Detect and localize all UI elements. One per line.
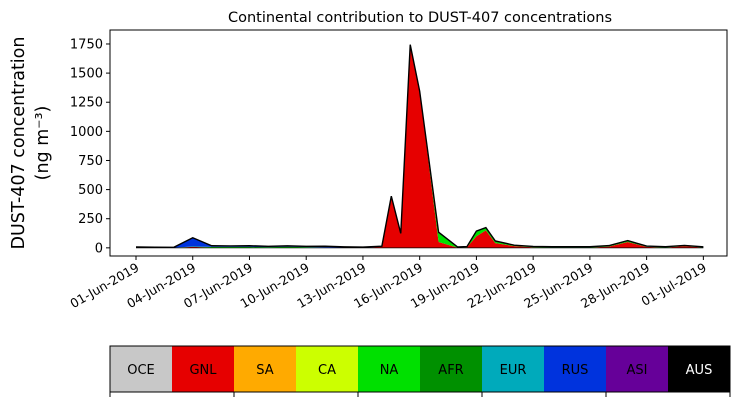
legend-swatch-sa	[234, 346, 297, 392]
legend: OCE GNL SA CA NA AFR EUR RUS ASI AUS	[109, 345, 731, 397]
y-tick-label: 250	[78, 212, 103, 227]
legend-swatch-gnl	[172, 346, 235, 392]
legend-label-rus: RUS	[562, 363, 589, 378]
legend-label-na: NA	[380, 363, 399, 378]
legend-swatch-eur	[482, 346, 545, 392]
legend-swatch-asi	[606, 346, 669, 392]
plot-frame	[109, 29, 728, 257]
total-outline	[135, 44, 704, 248]
legend-label-afr: AFR	[438, 363, 463, 378]
legend-swatch-aus	[668, 346, 731, 392]
legend-swatch-afr	[420, 346, 483, 392]
legend-swatch-rus	[544, 346, 607, 392]
legend-label-sa: SA	[256, 363, 273, 378]
legend-label-gnl: GNL	[189, 363, 217, 378]
y-tick-label: 500	[78, 183, 103, 198]
chart-title: Continental contribution to DUST-407 con…	[228, 10, 612, 26]
area-gnl	[136, 45, 704, 248]
y-axis-label-line2: (ng m⁻³)	[33, 106, 53, 181]
legend-swatch-ca	[296, 346, 359, 392]
y-tick-label: 1500	[70, 67, 103, 82]
y-tick-label: 1000	[70, 125, 103, 140]
legend-label-asi: ASI	[627, 363, 648, 378]
y-tick-label: 0	[95, 241, 103, 256]
legend-label-ca: CA	[318, 363, 336, 378]
legend-frame	[109, 345, 731, 393]
legend-label-oce: OCE	[127, 363, 155, 378]
y-axis-label-line1: DUST-407 concentration	[9, 37, 29, 250]
plot-area: 0250500750100012501500175001-Jun-201904-…	[67, 29, 728, 311]
x-tick-label: 01-Jul-2019	[639, 260, 709, 309]
legend-label-eur: EUR	[500, 363, 527, 378]
legend-swatch-oce	[110, 346, 173, 392]
y-tick-label: 750	[78, 154, 103, 169]
legend-label-aus: AUS	[686, 363, 713, 378]
y-tick-label: 1250	[70, 96, 103, 111]
legend-swatch-na	[358, 346, 421, 392]
y-tick-label: 1750	[70, 37, 103, 52]
